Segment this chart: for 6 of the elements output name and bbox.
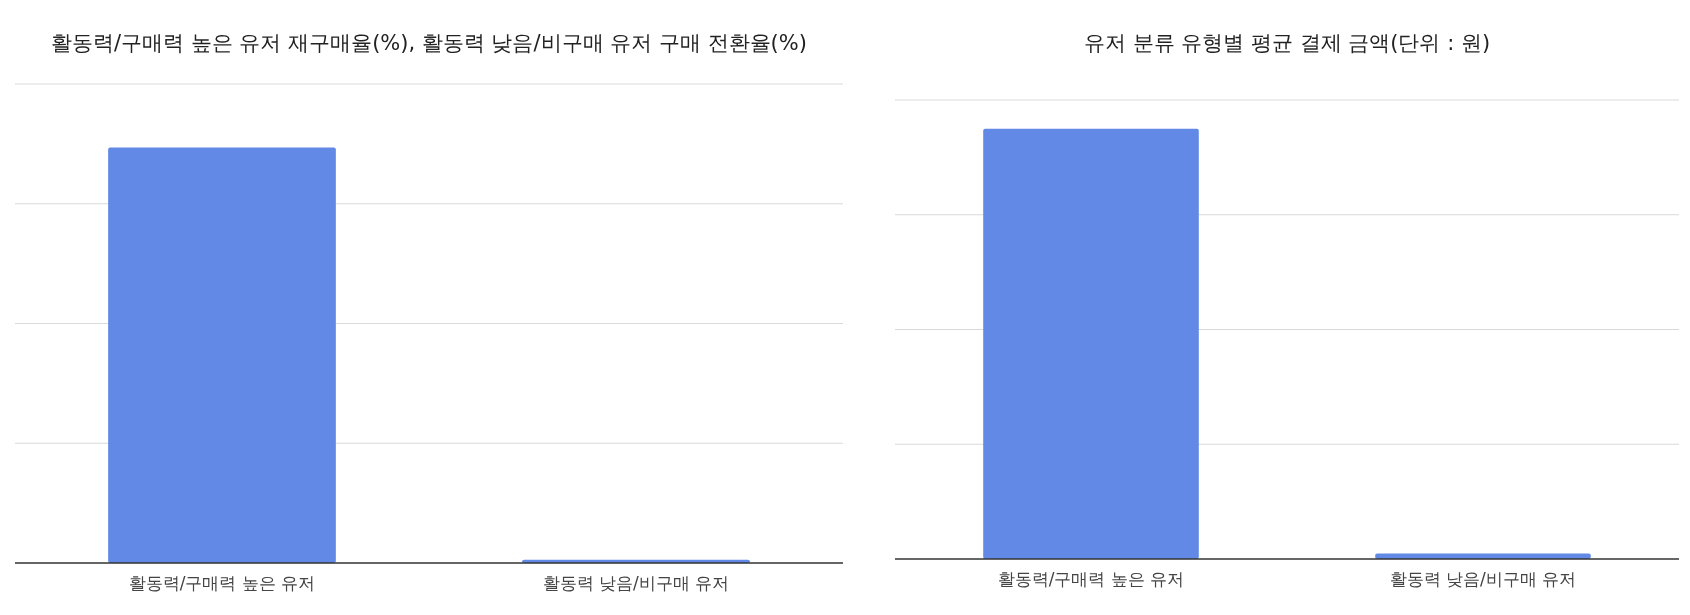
x-tick-label: 활동력/구매력 높은 유저 xyxy=(128,573,316,593)
x-tick-label: 활동력 낮음/비구매 유저 xyxy=(1389,569,1577,589)
chart-title: 활동력/구매력 높은 유저 재구매율(%), 활동력 낮음/비구매 유저 구매 전환율(%) xyxy=(51,31,807,55)
x-tick-label: 활동력/구매력 높은 유저 xyxy=(997,569,1185,589)
x-tick-label: 활동력 낮음/비구매 유저 xyxy=(542,573,730,593)
chart-title: 유저 분류 유형별 평균 결제 금액(단위 : 원) xyxy=(1083,31,1491,55)
